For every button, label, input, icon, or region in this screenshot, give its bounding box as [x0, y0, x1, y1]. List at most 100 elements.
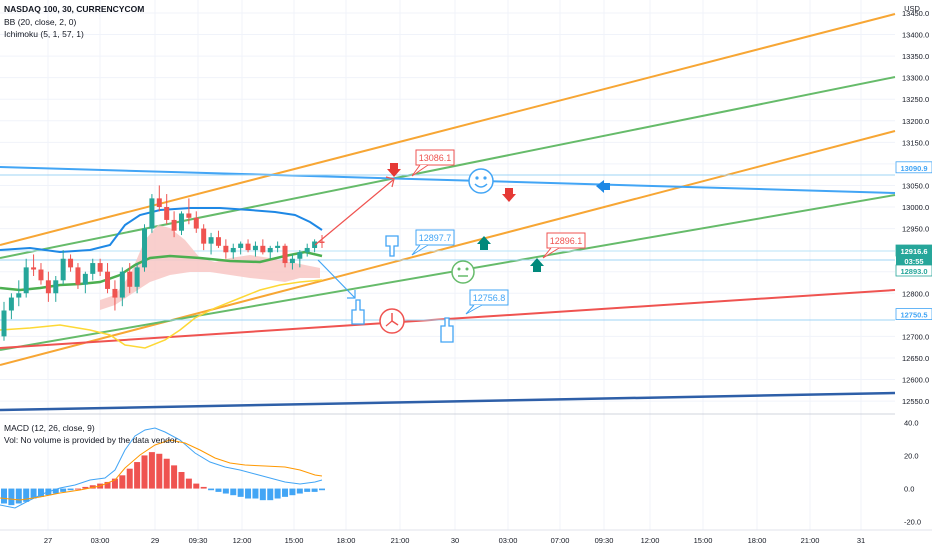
candle-body[interactable] [156, 198, 162, 207]
hand-pointing-down-icon[interactable] [385, 235, 399, 257]
callout-12897[interactable]: 12897.7 [411, 229, 455, 256]
price-tick-label: 13400.0 [902, 31, 929, 40]
pointing-hand-icon[interactable] [440, 317, 454, 343]
candle-body[interactable] [260, 245, 266, 253]
candle-body[interactable] [105, 271, 111, 289]
price-tick-label: 12700.0 [902, 332, 929, 341]
candle-body[interactable] [38, 269, 44, 281]
macd-axis[interactable]: 40.0 20.0 0.0 -20.0 [904, 418, 921, 526]
candle-body[interactable] [45, 280, 51, 294]
candle-body[interactable] [134, 267, 140, 287]
happy-face-icon[interactable] [468, 168, 494, 194]
candle-body[interactable] [193, 217, 199, 229]
callout-12896[interactable]: 12896.1 [542, 232, 586, 259]
candle-body[interactable] [68, 258, 74, 268]
macd-histogram-bar [74, 488, 81, 490]
candle-body[interactable] [8, 297, 14, 311]
candle-body[interactable] [230, 247, 236, 253]
candle-body[interactable] [31, 267, 37, 270]
arrow-up-icon [530, 258, 544, 272]
candle-body[interactable] [75, 267, 81, 285]
candle-body[interactable] [297, 252, 303, 259]
macd-histogram-bar [282, 488, 289, 497]
macd-histogram-bar [200, 486, 207, 489]
candle-body[interactable] [289, 258, 295, 264]
candle-body[interactable] [142, 228, 148, 268]
candle-body[interactable] [112, 288, 118, 298]
arrow-down-icon [387, 163, 401, 177]
candle-body[interactable] [1, 310, 7, 337]
candle-body[interactable] [282, 245, 288, 264]
candle-body[interactable] [53, 280, 59, 294]
candle-body[interactable] [23, 267, 29, 294]
candle-body[interactable] [119, 271, 125, 298]
macd-histogram-bar [15, 488, 22, 504]
price-axis[interactable]: 13450.0 13400.0 13350.0 13300.0 13250.0 13200… [902, 9, 929, 406]
candle-body[interactable] [90, 263, 96, 274]
macd-histogram-bar [23, 488, 30, 502]
candle-body[interactable] [16, 293, 22, 298]
orange-trendline-upper[interactable] [0, 13, 896, 246]
green-trendline-lower[interactable] [0, 194, 896, 351]
navy-trendline[interactable] [0, 391, 896, 412]
macd-histogram-bar [60, 488, 67, 492]
macd-histogram-bar [82, 486, 89, 489]
candle-body[interactable] [82, 273, 88, 285]
blue-trendline[interactable] [0, 166, 896, 194]
hand-pointing-up-icon[interactable] [351, 299, 365, 325]
macd-histogram-bar [163, 458, 170, 489]
indicator-label-macd[interactable]: MACD (12, 26, close, 9) [4, 423, 95, 433]
candlesticks[interactable] [1, 185, 325, 341]
time-axis[interactable]: 27 03:00 29 09:30 12:00 15:00 18:00 21:00 30 03:0… [44, 536, 865, 545]
candle-body[interactable] [149, 198, 155, 229]
time-tick-label: 30 [451, 536, 459, 545]
candle-body[interactable] [319, 241, 325, 243]
macd-histogram-bar [171, 465, 178, 489]
orange-trendline-lower[interactable] [0, 130, 896, 366]
candle-body[interactable] [178, 213, 184, 231]
neutral-face-icon[interactable] [451, 260, 475, 284]
macd-histogram-bar [296, 488, 303, 494]
candle-body[interactable] [97, 263, 103, 272]
bb-lower-band [0, 279, 323, 349]
time-tick-label: 12:00 [233, 536, 252, 545]
macd-histogram-bar [89, 485, 96, 489]
projection-arrow-down [317, 259, 356, 299]
time-tick-label: 27 [44, 536, 52, 545]
price-badge-bg [895, 161, 932, 174]
price-tick-label: 13050.0 [902, 181, 929, 190]
indicator-label-ichimoku[interactable]: Ichimoku (5, 1, 57, 1) [4, 29, 84, 39]
candle-body[interactable] [304, 247, 310, 253]
candle-body[interactable] [164, 207, 170, 220]
candle-body[interactable] [223, 245, 229, 253]
trendlines[interactable] [0, 13, 896, 412]
candle-body[interactable] [238, 243, 244, 248]
candle-body[interactable] [245, 243, 251, 251]
candle-body[interactable] [60, 258, 66, 281]
clock-icon[interactable] [379, 308, 405, 334]
candle-body[interactable] [267, 247, 273, 253]
callout-13086[interactable]: 13086.1 [411, 149, 455, 177]
candle-body[interactable] [186, 213, 192, 218]
time-tick-label: 03:00 [499, 536, 518, 545]
candle-body[interactable] [201, 228, 207, 244]
callout-text-13086: 13086.1 [419, 153, 452, 163]
candle-body[interactable] [208, 237, 214, 244]
macd-histogram-bar [215, 488, 222, 492]
price-tick-label: 12550.0 [902, 397, 929, 406]
callout-12756[interactable]: 12756.8 [465, 289, 509, 315]
time-tick-label: 21:00 [391, 536, 410, 545]
green-trendline-upper[interactable] [0, 76, 896, 259]
candle-body[interactable] [252, 245, 258, 251]
candle-body[interactable] [171, 219, 177, 231]
time-tick-label: 12:00 [641, 536, 660, 545]
candle-body[interactable] [127, 271, 133, 287]
candle-body[interactable] [312, 241, 318, 248]
macd-histogram-bar [30, 488, 37, 499]
candle-body[interactable] [215, 237, 221, 246]
indicator-label-bb[interactable]: BB (20, close, 2, 0) [4, 17, 77, 27]
candle-body[interactable] [275, 245, 281, 248]
macd-pane[interactable] [1, 452, 325, 506]
arrow-left-icon [596, 180, 610, 193]
